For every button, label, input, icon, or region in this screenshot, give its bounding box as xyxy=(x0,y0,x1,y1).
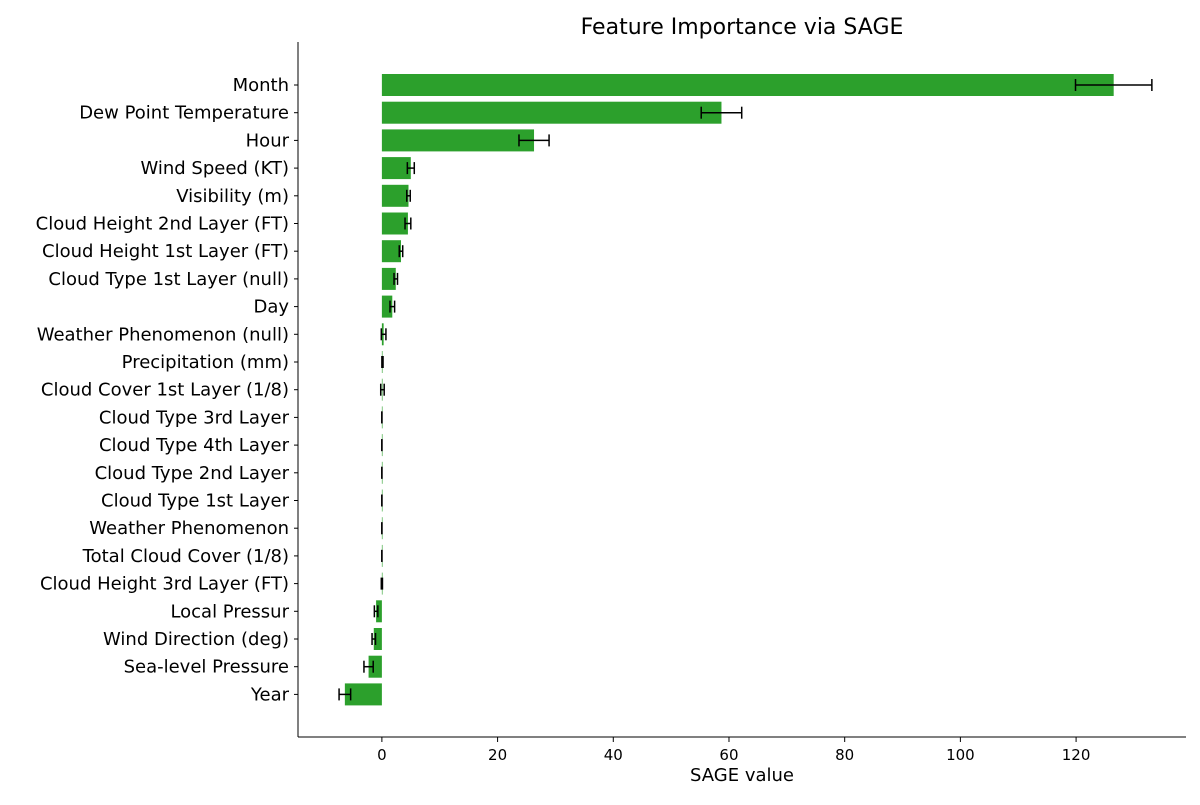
y-tick-label-1: Dew Point Temperature xyxy=(79,103,289,124)
y-tick-label-21: Sea-level Pressure xyxy=(124,657,289,678)
bar-5 xyxy=(381,212,408,235)
y-tick-label-5: Cloud Height 2nd Layer (FT) xyxy=(36,214,289,235)
y-tick-label-10: Precipitation (mm) xyxy=(122,352,289,373)
error-bar-9 xyxy=(380,328,387,341)
bar-1 xyxy=(381,101,722,124)
error-bar-2 xyxy=(518,134,550,147)
error-bar-0 xyxy=(1074,79,1153,91)
x-tick-label-1: 20 xyxy=(488,746,507,764)
bar-6 xyxy=(381,240,401,263)
y-tick-label-22: Year xyxy=(250,684,290,705)
y-tick-label-2: Hour xyxy=(246,130,290,151)
y-axis-ticks: Month Dew Point Temperature Hour Wind Speed… xyxy=(36,75,298,705)
x-tick-label-0: 0 xyxy=(377,746,387,764)
y-tick-label-8: Day xyxy=(253,297,289,318)
y-tick-label-11: Cloud Cover 1st Layer (1/8) xyxy=(41,380,289,401)
bar-19 xyxy=(376,600,382,623)
x-axis-label: SAGE value xyxy=(690,765,794,786)
error-bar-20 xyxy=(371,633,377,645)
y-tick-label-16: Weather Phenomenon xyxy=(89,518,289,539)
y-tick-label-14: Cloud Type 2nd Layer xyxy=(95,463,290,484)
error-bar-3 xyxy=(406,162,416,175)
x-axis-ticks: 0 20 40 60 80 100 120 xyxy=(377,737,1090,764)
error-bar-8 xyxy=(389,300,396,313)
y-tick-label-7: Cloud Type 1st Layer (null) xyxy=(48,269,289,290)
y-tick-label-15: Cloud Type 1st Layer xyxy=(101,491,290,512)
bar-20 xyxy=(373,628,382,650)
error-bar-19 xyxy=(373,605,379,618)
bar-7 xyxy=(381,267,396,290)
error-bar-21 xyxy=(363,660,374,673)
y-tick-label-20: Wind Direction (deg) xyxy=(103,629,289,650)
y-tick-label-17: Total Cloud Cover (1/8) xyxy=(82,546,289,567)
y-tick-label-19: Local Pressur xyxy=(170,601,289,622)
error-bar-22 xyxy=(338,688,352,701)
x-tick-label-2: 40 xyxy=(604,746,623,764)
error-bar-11 xyxy=(379,383,385,396)
y-tick-label-12: Cloud Type 3rd Layer xyxy=(99,407,290,428)
error-bar-6 xyxy=(398,245,404,258)
error-bar-5 xyxy=(404,217,412,230)
error-bar-7 xyxy=(393,272,399,285)
y-tick-label-9: Weather Phenomenon (null) xyxy=(37,324,289,345)
x-tick-label-6: 120 xyxy=(1062,746,1091,764)
y-tick-label-0: Month xyxy=(233,75,289,96)
errorbars-layer xyxy=(338,79,1153,701)
error-bar-10 xyxy=(381,356,384,368)
bar-2 xyxy=(381,129,535,152)
error-bar-4 xyxy=(406,189,411,202)
bar-22 xyxy=(344,683,382,706)
y-tick-label-4: Visibility (m) xyxy=(176,186,289,207)
chart-title: Feature Importance via SAGE xyxy=(581,15,904,40)
bar-4 xyxy=(381,184,409,207)
x-tick-label-4: 80 xyxy=(835,746,854,764)
bar-8 xyxy=(381,295,393,318)
error-bar-18 xyxy=(380,577,384,590)
bars-layer xyxy=(344,74,1114,706)
y-tick-label-18: Cloud Height 3rd Layer (FT) xyxy=(40,574,289,595)
bar-0 xyxy=(381,74,1114,96)
bar-3 xyxy=(381,157,411,180)
error-bar-1 xyxy=(700,106,743,119)
x-tick-label-5: 100 xyxy=(946,746,975,764)
x-tick-label-3: 60 xyxy=(719,746,738,764)
y-tick-label-13: Cloud Type 4th Layer xyxy=(99,435,290,456)
y-tick-label-3: Wind Speed (KT) xyxy=(140,158,289,179)
y-tick-label-6: Cloud Height 1st Layer (FT) xyxy=(42,241,289,262)
bar-21 xyxy=(368,655,382,678)
